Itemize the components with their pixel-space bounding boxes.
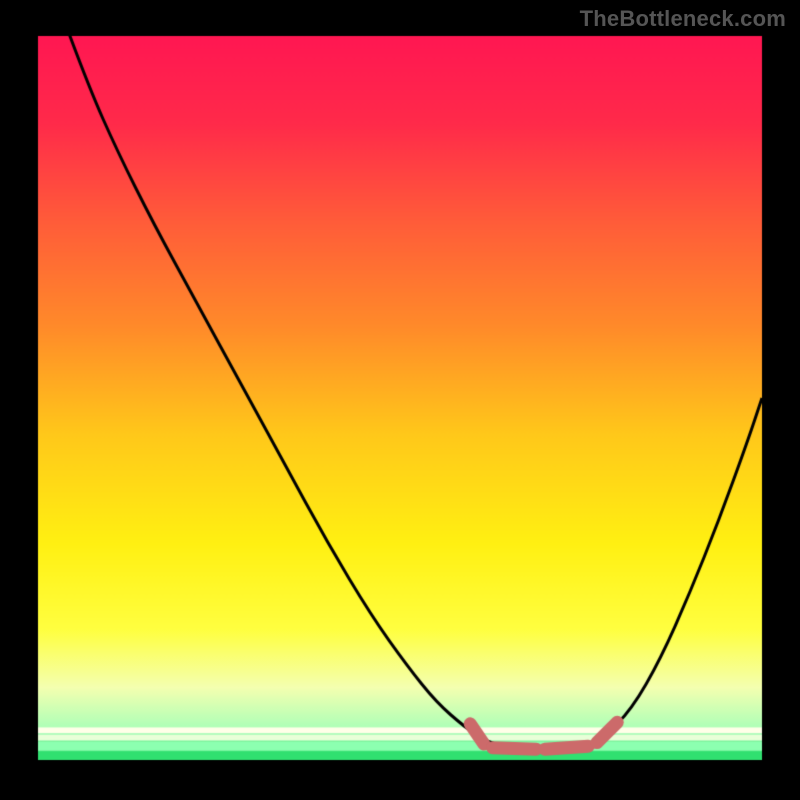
bottleneck-chart — [0, 0, 800, 800]
watermark-text: TheBottleneck.com — [580, 6, 786, 32]
